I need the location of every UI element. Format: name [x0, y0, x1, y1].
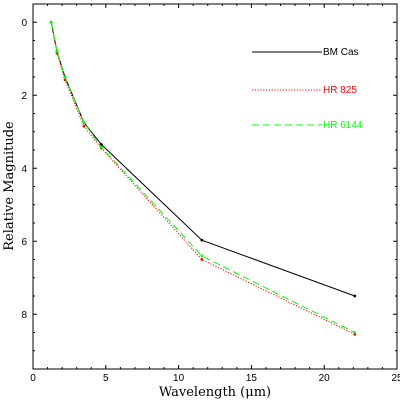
data-point-hr-825 — [82, 124, 86, 128]
data-point-bm-cas — [353, 294, 357, 298]
data-point-hr-6144 — [82, 121, 86, 125]
legend-label-hr-825: HR 825 — [323, 85, 357, 96]
x-tick-label: 10 — [173, 373, 185, 384]
x-tick-label: 0 — [30, 373, 36, 384]
legend-label-hr-6144: HR 6144 — [323, 120, 363, 131]
y-tick-label: 6 — [21, 237, 27, 248]
series-layer — [49, 20, 357, 336]
data-point-hr-6144 — [55, 50, 59, 53]
y-tick-label: 0 — [21, 18, 27, 29]
legend: BM Cas HR 825 HR 6144 — [252, 47, 363, 131]
y-tick-label: 2 — [21, 91, 27, 102]
data-point-hr-6144 — [353, 331, 357, 334]
series-line-bm-cas — [50, 22, 355, 297]
plot-frame — [32, 3, 398, 370]
series-line-hr-825 — [50, 22, 356, 335]
data-point-hr-6144 — [200, 254, 204, 258]
legend-label-bm-cas: BM Cas — [323, 47, 359, 58]
ticks: 0 5 10 15 20 25 0 2 4 6 8 — [21, 3, 400, 384]
y-tick-label: 8 — [21, 310, 27, 321]
data-point-hr-825 — [200, 258, 204, 261]
data-point-bm-cas — [100, 143, 103, 146]
data-point-hr-6144 — [100, 145, 103, 149]
x-tick-label: 5 — [103, 373, 109, 384]
data-point-hr-6144 — [63, 75, 67, 79]
x-axis-label: Wavelength (μm) — [159, 385, 271, 400]
y-tick-label: 4 — [21, 164, 27, 175]
y-axis-label: Relative Magnitude — [2, 121, 17, 251]
data-point-bm-cas — [200, 238, 204, 242]
x-tick-label: 15 — [246, 373, 258, 384]
x-tick-label: 25 — [391, 373, 400, 384]
x-tick-label: 20 — [319, 373, 331, 384]
series-line-hr-6144 — [50, 22, 356, 333]
data-point-hr-6144 — [49, 20, 53, 24]
